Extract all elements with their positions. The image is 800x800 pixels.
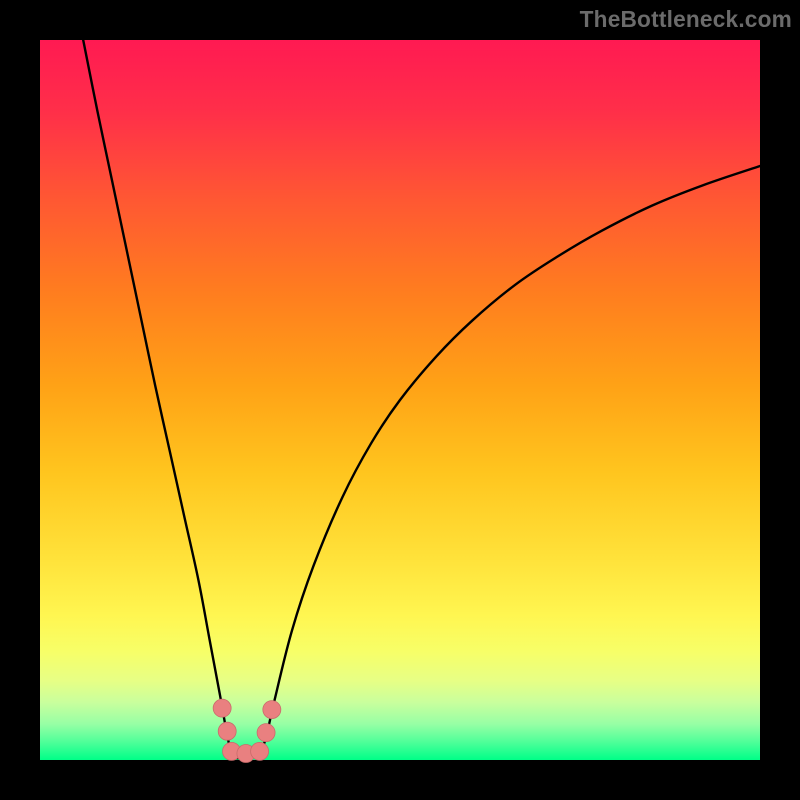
curve-markers: [213, 699, 281, 762]
marker-dot: [213, 699, 231, 717]
marker-dot: [218, 722, 236, 740]
watermark-text: TheBottleneck.com: [580, 6, 792, 33]
chart-frame: TheBottleneck.com: [0, 0, 800, 800]
plot-area: [40, 40, 760, 760]
marker-dot: [263, 701, 281, 719]
bottleneck-curve: [83, 40, 760, 758]
marker-dot: [257, 724, 275, 742]
curve-layer: [40, 40, 760, 760]
marker-dot: [251, 742, 269, 760]
